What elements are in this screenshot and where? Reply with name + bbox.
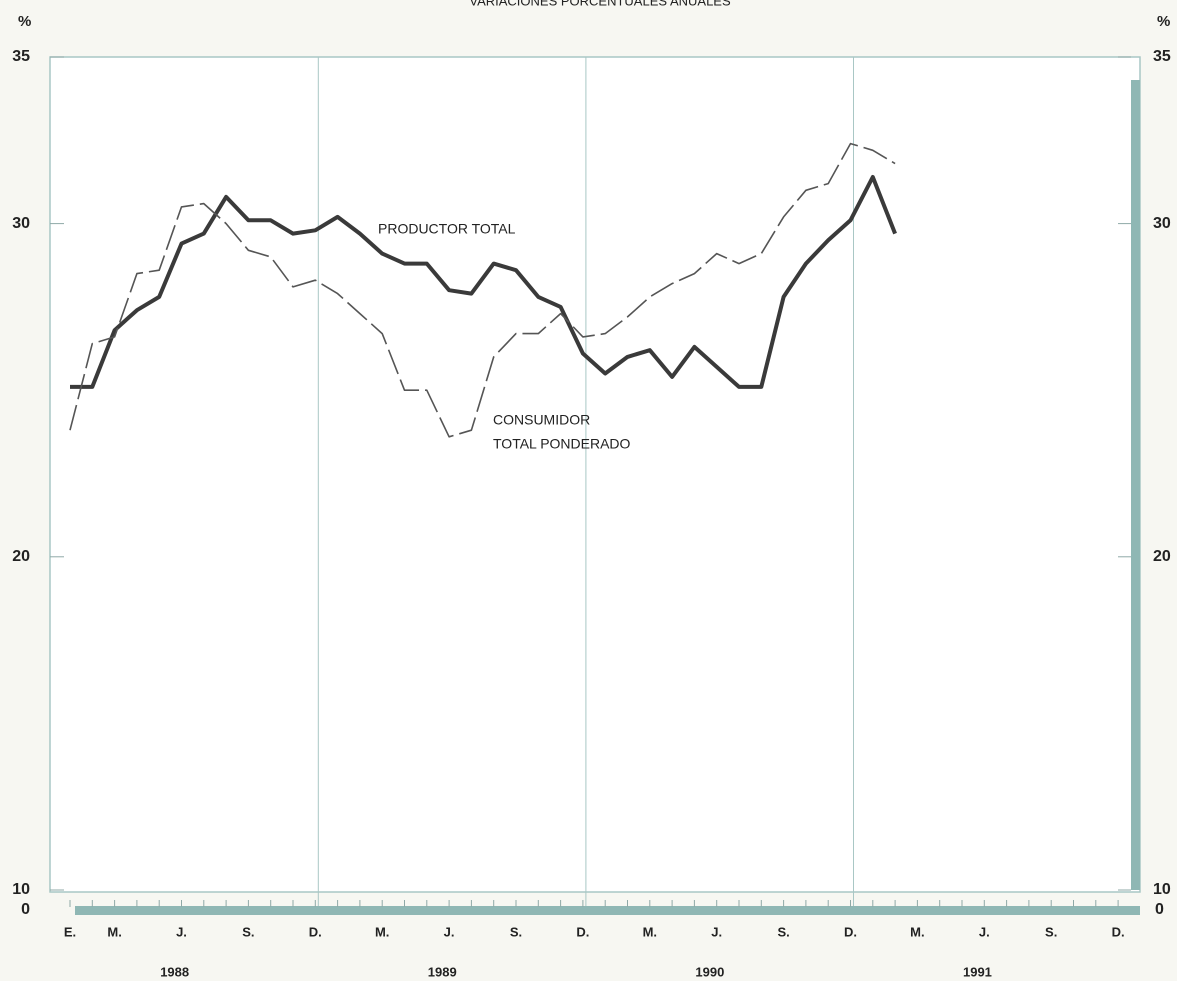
bottom-frame	[75, 906, 1140, 915]
unit-label: %	[18, 13, 31, 30]
x-tick-label: J.	[711, 924, 722, 939]
x-tick-label: D.	[1112, 924, 1125, 939]
x-tick-label: M.	[910, 924, 924, 939]
line-label: PRODUCTOR TOTAL	[378, 221, 516, 237]
x-tick-label: D.	[576, 924, 589, 939]
x-tick-label: M.	[107, 924, 121, 939]
y-tick-label: 30	[12, 215, 30, 232]
x-tick-label: S.	[1045, 924, 1057, 939]
year-label: 1991	[963, 964, 992, 979]
x-tick-label: M.	[375, 924, 389, 939]
chart-title: VARIACIONES PORCENTUALES ANUALES	[469, 0, 731, 8]
x-tick-label: S.	[777, 924, 789, 939]
y-tick-label: 20	[12, 548, 30, 565]
y-tick-label: 30	[1153, 215, 1171, 232]
y-tick-label: 35	[12, 48, 30, 65]
year-label: 1989	[428, 964, 457, 979]
x-tick-label: J.	[979, 924, 990, 939]
line-label: CONSUMIDOR	[493, 412, 590, 428]
year-label: 1988	[160, 964, 189, 979]
x-tick-label: E.	[64, 924, 76, 939]
year-label: 1990	[695, 964, 724, 979]
x-tick-label: D.	[309, 924, 322, 939]
line-label: TOTAL PONDERADO	[493, 436, 631, 452]
x-tick-label: J.	[176, 924, 187, 939]
series-line	[70, 175, 897, 389]
y-tick-label: 20	[1153, 548, 1171, 565]
x-tick-label: M.	[643, 924, 657, 939]
unit-label: %	[1157, 13, 1170, 30]
plot-area	[49, 56, 1141, 893]
y-tick-label: 10	[12, 881, 30, 898]
x-tick-label: J.	[444, 924, 455, 939]
x-tick-label: S.	[242, 924, 254, 939]
axis-break-label: 0	[1155, 901, 1164, 918]
y-tick-label: 10	[1153, 881, 1171, 898]
y-tick-label: 35	[1153, 48, 1171, 65]
series-line	[69, 142, 896, 438]
right-frame	[1131, 80, 1140, 890]
x-tick-label: S.	[510, 924, 522, 939]
axis-break-label: 0	[21, 901, 30, 918]
x-tick-label: D.	[844, 924, 857, 939]
